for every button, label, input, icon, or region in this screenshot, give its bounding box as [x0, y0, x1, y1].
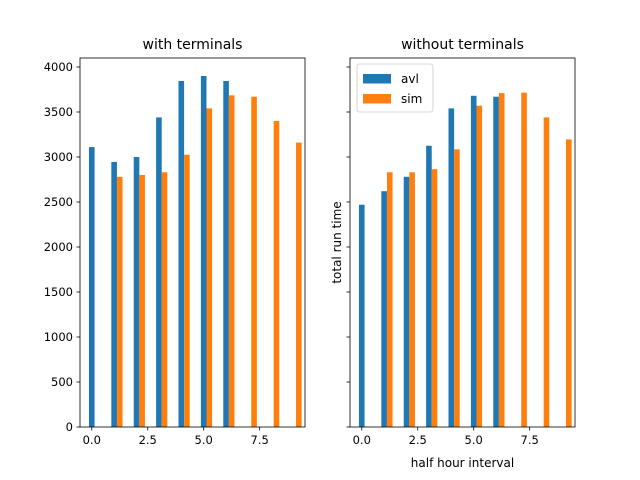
- x-axis-label: half hour interval: [411, 456, 514, 470]
- y-tick-label: 500: [51, 375, 73, 389]
- bar-avl-1: [381, 191, 387, 427]
- x-tick-label: 5.0: [465, 433, 483, 447]
- x-tick-label: 7.5: [251, 433, 269, 447]
- bar-avl-5: [470, 95, 477, 428]
- bar-sim-5: [228, 95, 235, 427]
- axes-frame: [349, 57, 576, 428]
- bar-sim-6: [251, 96, 257, 427]
- bar-avl-1: [111, 161, 117, 427]
- bar-avl-6: [493, 96, 499, 427]
- bar-avl-0: [358, 204, 365, 427]
- bar-avl-3: [426, 145, 432, 427]
- y-tick-label: 2500: [44, 195, 73, 209]
- x-tick-label: 2.5: [139, 433, 157, 447]
- bar-sim-5: [498, 93, 505, 427]
- chart-title: without terminals: [401, 37, 524, 53]
- y-tick-label: 1500: [44, 285, 73, 299]
- bar-sim-1: [139, 175, 145, 427]
- x-tick-label: 5.0: [195, 433, 213, 447]
- bar-sim-2: [431, 169, 438, 427]
- y-tick-label: 2000: [44, 240, 73, 254]
- x-tick-label: 0.0: [83, 433, 101, 447]
- bar-avl-0: [88, 147, 95, 427]
- y-tick-label: 3000: [44, 150, 73, 164]
- bar-sim-8: [566, 139, 572, 427]
- bar-sim-3: [184, 154, 190, 427]
- y-tick-label: 4000: [44, 60, 73, 74]
- bar-sim-2: [161, 172, 168, 427]
- x-tick-label: 0.0: [353, 433, 371, 447]
- y-tick-label: 1000: [44, 330, 73, 344]
- legend-swatch-avl: [363, 74, 391, 84]
- bar-sim-7: [543, 117, 550, 428]
- bar-avl-3: [156, 117, 162, 428]
- bar-sim-7: [273, 121, 280, 427]
- bar-sim-8: [296, 142, 302, 427]
- panel-without-terminals: 0.0 2.5 5.0 7.5 without terminals half hour i…: [330, 37, 576, 470]
- legend: avl sim: [356, 63, 434, 113]
- axes-frame: [79, 57, 306, 428]
- bar-sim-3: [454, 149, 460, 427]
- legend-label-sim: sim: [401, 92, 422, 106]
- bar-sim-0: [386, 172, 393, 427]
- bar-sim-1: [409, 172, 415, 427]
- x-tick-label: 7.5: [521, 433, 539, 447]
- y-tick-label: 3500: [44, 105, 73, 119]
- y-axis-label: total run time: [330, 201, 344, 283]
- bar-avl-4: [178, 80, 185, 427]
- y-tick-label: 0: [66, 420, 73, 434]
- panel-with-terminals: 0.0 2.5 5.0 7.5 0 500 1000 1500 2000 2500 3000 3500…: [44, 37, 306, 447]
- bar-avl-2: [403, 176, 410, 427]
- legend-swatch-sim: [363, 94, 391, 104]
- chart-title: with terminals: [143, 37, 243, 53]
- bar-avl-5: [200, 76, 207, 427]
- x-tick-label: 2.5: [409, 433, 427, 447]
- bar-avl-6: [223, 80, 229, 427]
- bar-sim-4: [476, 105, 483, 427]
- bar-sim-4: [206, 108, 213, 428]
- bar-sim-0: [116, 176, 123, 427]
- legend-label-avl: avl: [401, 72, 419, 86]
- bar-sim-6: [521, 92, 527, 428]
- bar-avl-4: [448, 108, 455, 428]
- bar-avl-2: [133, 157, 140, 427]
